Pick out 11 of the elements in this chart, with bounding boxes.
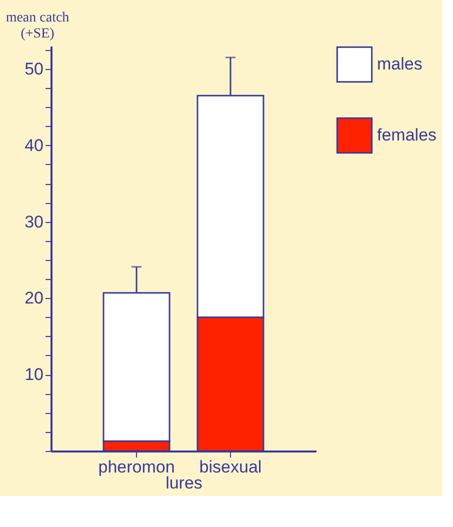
y-axis-title: mean catch (+SE) — [6, 10, 70, 42]
legend-label: females — [377, 126, 437, 144]
legend-label: males — [377, 54, 422, 74]
y-tick-label: 50 — [24, 59, 44, 78]
x-axis-title: lures — [166, 474, 202, 492]
y-tick-label: 40 — [24, 136, 44, 155]
y-tick-label: 20 — [24, 288, 44, 308]
y-tick-label: 10 — [24, 365, 44, 384]
x-tick-label: bisexual — [199, 458, 262, 476]
y-tick-label: 30 — [24, 212, 44, 232]
x-tick-label: pheromon — [98, 458, 175, 476]
